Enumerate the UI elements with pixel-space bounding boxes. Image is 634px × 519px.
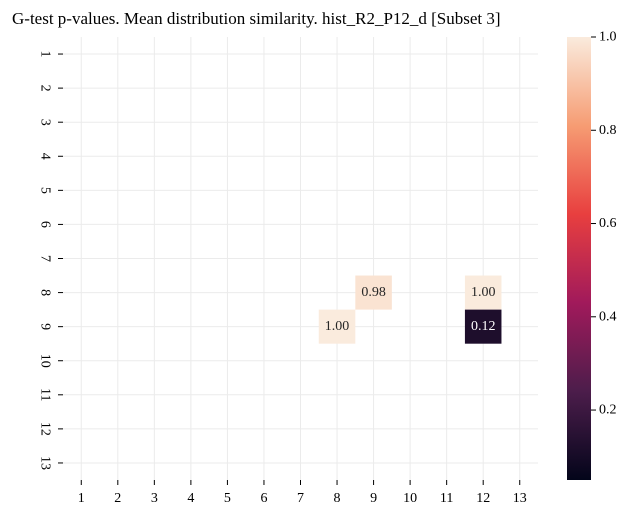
x-tick-label: 12 [476, 491, 490, 506]
y-tick-label: 13 [38, 456, 53, 470]
colorbar-tick-label: 0.4 [599, 309, 617, 324]
x-tick-label: 8 [334, 491, 341, 506]
cell-value-label: 1.00 [325, 319, 350, 334]
colorbar-tick-label: 1.0 [599, 30, 617, 45]
heatmap-cell [318, 309, 356, 344]
y-tick-label: 8 [38, 289, 53, 296]
grid-lines [63, 37, 538, 480]
y-tick-label: 2 [38, 85, 53, 92]
x-tick-label: 9 [370, 491, 377, 506]
x-tick-label: 4 [187, 491, 194, 506]
y-tick-label: 4 [38, 153, 53, 160]
cell-value-label: 0.12 [471, 319, 496, 334]
heatmap-cells: 0.98 1.00 1.00 0.12 [318, 275, 502, 344]
x-tick-label: 1 [78, 491, 85, 506]
y-tick-label: 1 [38, 51, 53, 58]
colorbar-gradient [567, 37, 591, 480]
colorbar-tick-label: 0.8 [599, 123, 617, 138]
y-tick-label: 11 [38, 388, 53, 401]
x-tick-label: 2 [114, 491, 121, 506]
x-tick-label: 13 [513, 491, 527, 506]
heatmap-cell [464, 275, 502, 310]
x-tick-label: 3 [151, 491, 158, 506]
chart-title: G-test p-values. Mean distribution simil… [12, 9, 501, 28]
y-tick-label: 7 [38, 255, 53, 262]
x-tick-label: 11 [440, 491, 453, 506]
x-tick-label: 5 [224, 491, 231, 506]
cell-value-label: 1.00 [471, 285, 496, 300]
x-tick-label: 10 [403, 491, 417, 506]
x-tick-label: 7 [297, 491, 304, 506]
colorbar: 0.2 0.4 0.6 0.8 1.0 [567, 30, 617, 480]
x-tick-label: 6 [260, 491, 267, 506]
y-tick-label: 3 [38, 119, 53, 126]
cell-value-label: 0.98 [361, 285, 386, 300]
y-tick-label: 12 [38, 422, 53, 436]
y-tick-label: 5 [38, 187, 53, 194]
colorbar-tick-label: 0.6 [599, 216, 617, 231]
heatmap-cell [355, 275, 392, 310]
y-tick-label: 6 [38, 221, 53, 228]
y-tick-label: 10 [38, 354, 53, 368]
heatmap-cell [464, 309, 502, 344]
colorbar-tick-label: 0.2 [599, 403, 617, 418]
y-tick-label: 9 [38, 323, 53, 330]
